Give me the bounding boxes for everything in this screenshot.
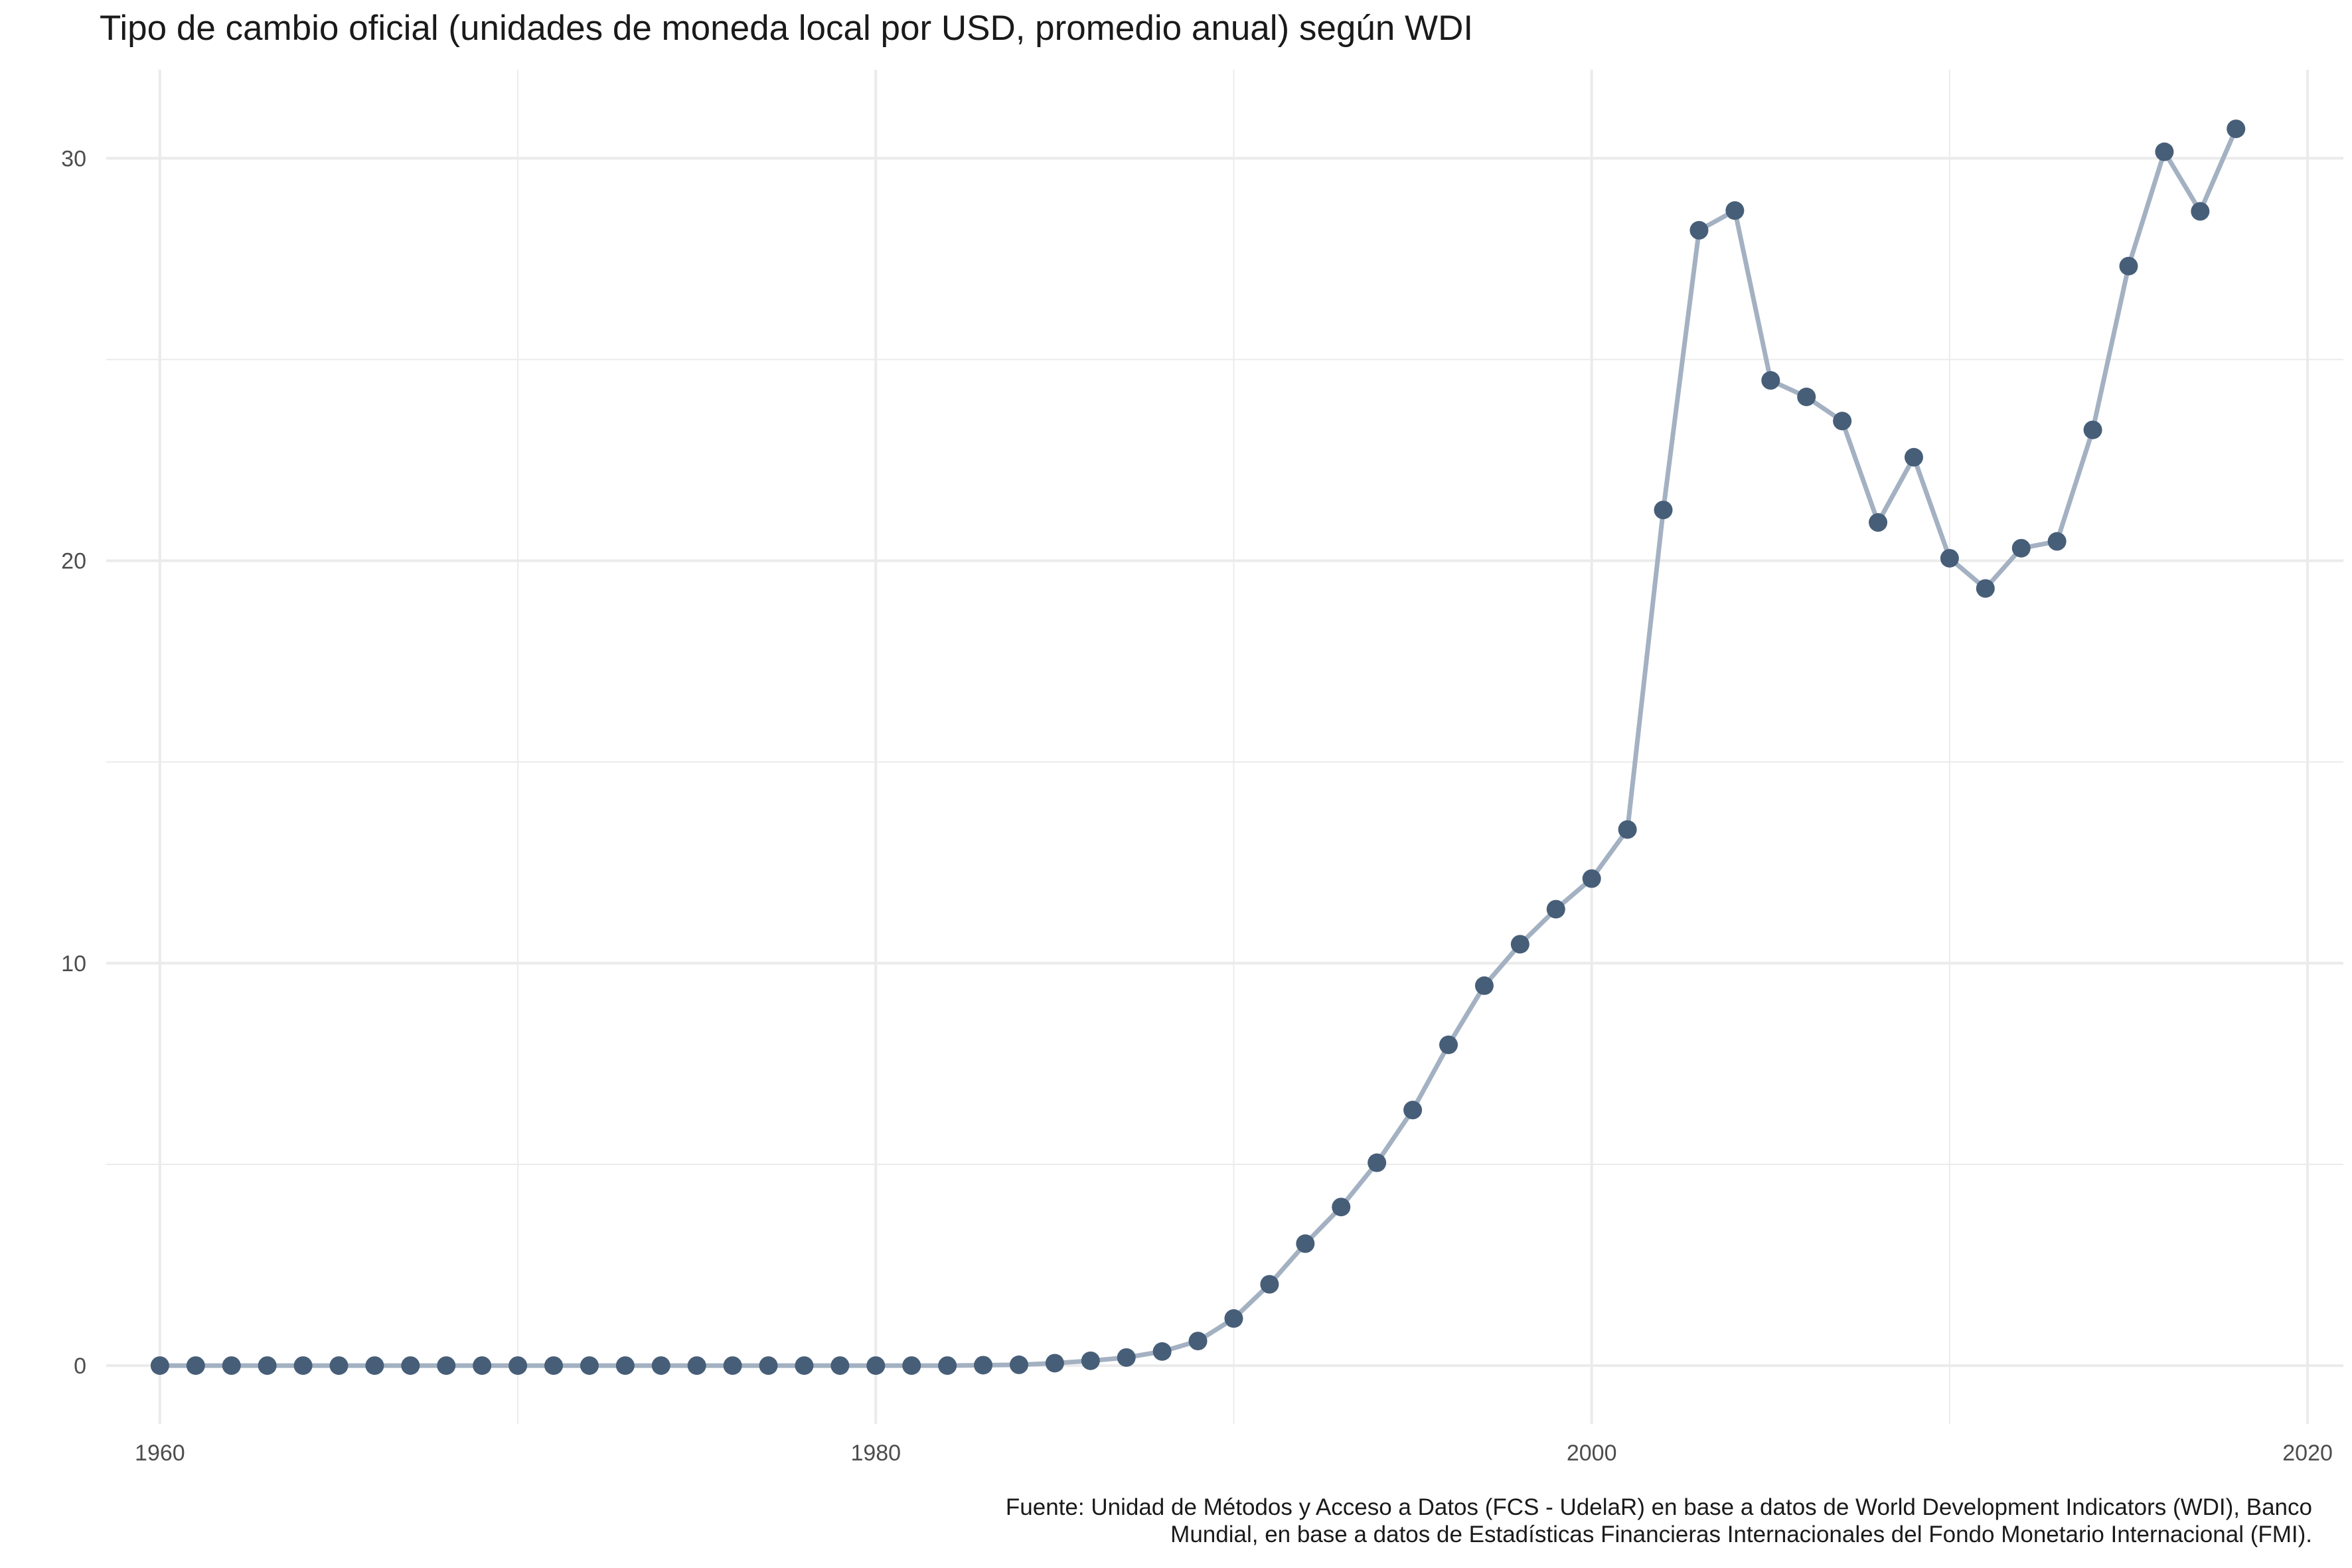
x-axis-tick-labels: 1960 1980 2000 2020	[135, 1441, 2333, 1466]
series-points	[150, 119, 2246, 1375]
data-point	[1332, 1198, 1351, 1217]
data-point	[1797, 387, 1816, 406]
chart-title: Tipo de cambio oficial (unidades de mone…	[100, 9, 1474, 48]
data-point	[1904, 447, 1923, 467]
data-point	[1725, 201, 1745, 220]
data-point	[974, 1356, 993, 1375]
data-point	[222, 1356, 241, 1375]
data-point	[615, 1356, 635, 1375]
data-point	[687, 1356, 706, 1375]
data-point	[1296, 1234, 1315, 1253]
series-line-group	[157, 126, 2238, 1368]
data-point	[2047, 532, 2067, 551]
data-point	[1260, 1275, 1279, 1294]
data-point	[329, 1356, 349, 1375]
x-tick-label: 2020	[2282, 1441, 2333, 1466]
data-point	[365, 1356, 384, 1375]
data-point	[2191, 202, 2210, 221]
data-point	[2083, 420, 2102, 439]
data-point	[580, 1356, 599, 1375]
data-point	[1940, 548, 1959, 568]
data-point	[759, 1356, 778, 1375]
data-point	[938, 1356, 957, 1375]
data-point	[293, 1356, 313, 1375]
caption-line-2: Mundial, en base a datos de Estadísticas…	[1170, 1522, 2312, 1547]
data-point	[1081, 1351, 1100, 1370]
source-caption: Fuente: Unidad de Métodos y Acceso a Dat…	[1006, 1494, 2312, 1548]
data-point	[1869, 513, 1888, 532]
data-point	[1439, 1035, 1458, 1054]
data-point	[1546, 900, 1565, 919]
data-point	[2119, 256, 2138, 275]
minor-gridlines	[106, 70, 2343, 1424]
series-line	[157, 126, 2238, 1368]
data-point	[1976, 579, 1995, 598]
data-point	[1654, 501, 1673, 520]
data-point	[723, 1356, 742, 1375]
data-point	[1117, 1348, 1136, 1367]
data-point	[2011, 538, 2031, 558]
data-point	[1582, 869, 1601, 888]
x-tick-label: 1960	[135, 1441, 185, 1466]
data-point	[1009, 1355, 1028, 1374]
data-point	[1188, 1332, 1208, 1351]
data-point	[1224, 1309, 1243, 1328]
major-gridlines	[106, 70, 2343, 1424]
data-point	[1368, 1153, 1387, 1172]
x-tick-label: 1980	[850, 1441, 901, 1466]
data-point	[473, 1356, 492, 1375]
data-point	[150, 1356, 169, 1375]
data-point	[830, 1356, 850, 1375]
data-point	[1152, 1342, 1172, 1361]
data-point	[437, 1356, 456, 1375]
y-tick-label: 30	[61, 146, 86, 171]
y-tick-label: 0	[74, 1354, 86, 1379]
data-point	[1510, 935, 1529, 954]
data-point	[509, 1356, 528, 1375]
data-point	[1403, 1101, 1423, 1120]
data-point	[258, 1356, 277, 1375]
data-point	[1045, 1354, 1064, 1373]
data-point	[1761, 371, 1780, 390]
data-point	[1689, 220, 1709, 240]
data-point	[1618, 820, 1637, 839]
data-point	[1474, 976, 1494, 995]
data-point	[186, 1356, 205, 1375]
x-tick-label: 2000	[1567, 1441, 1617, 1466]
y-tick-label: 10	[61, 951, 86, 977]
data-point	[651, 1356, 670, 1375]
data-point	[795, 1356, 814, 1375]
data-point	[1833, 412, 1852, 431]
data-point	[866, 1356, 886, 1375]
y-tick-label: 20	[61, 549, 86, 574]
data-point	[544, 1356, 563, 1375]
data-point	[2155, 142, 2174, 161]
data-point	[401, 1356, 420, 1375]
caption-line-1: Fuente: Unidad de Métodos y Acceso a Dat…	[1005, 1494, 2312, 1520]
data-point	[902, 1356, 921, 1375]
data-point	[2227, 119, 2246, 139]
y-axis-tick-labels: 0 10 20 30	[61, 146, 86, 1379]
